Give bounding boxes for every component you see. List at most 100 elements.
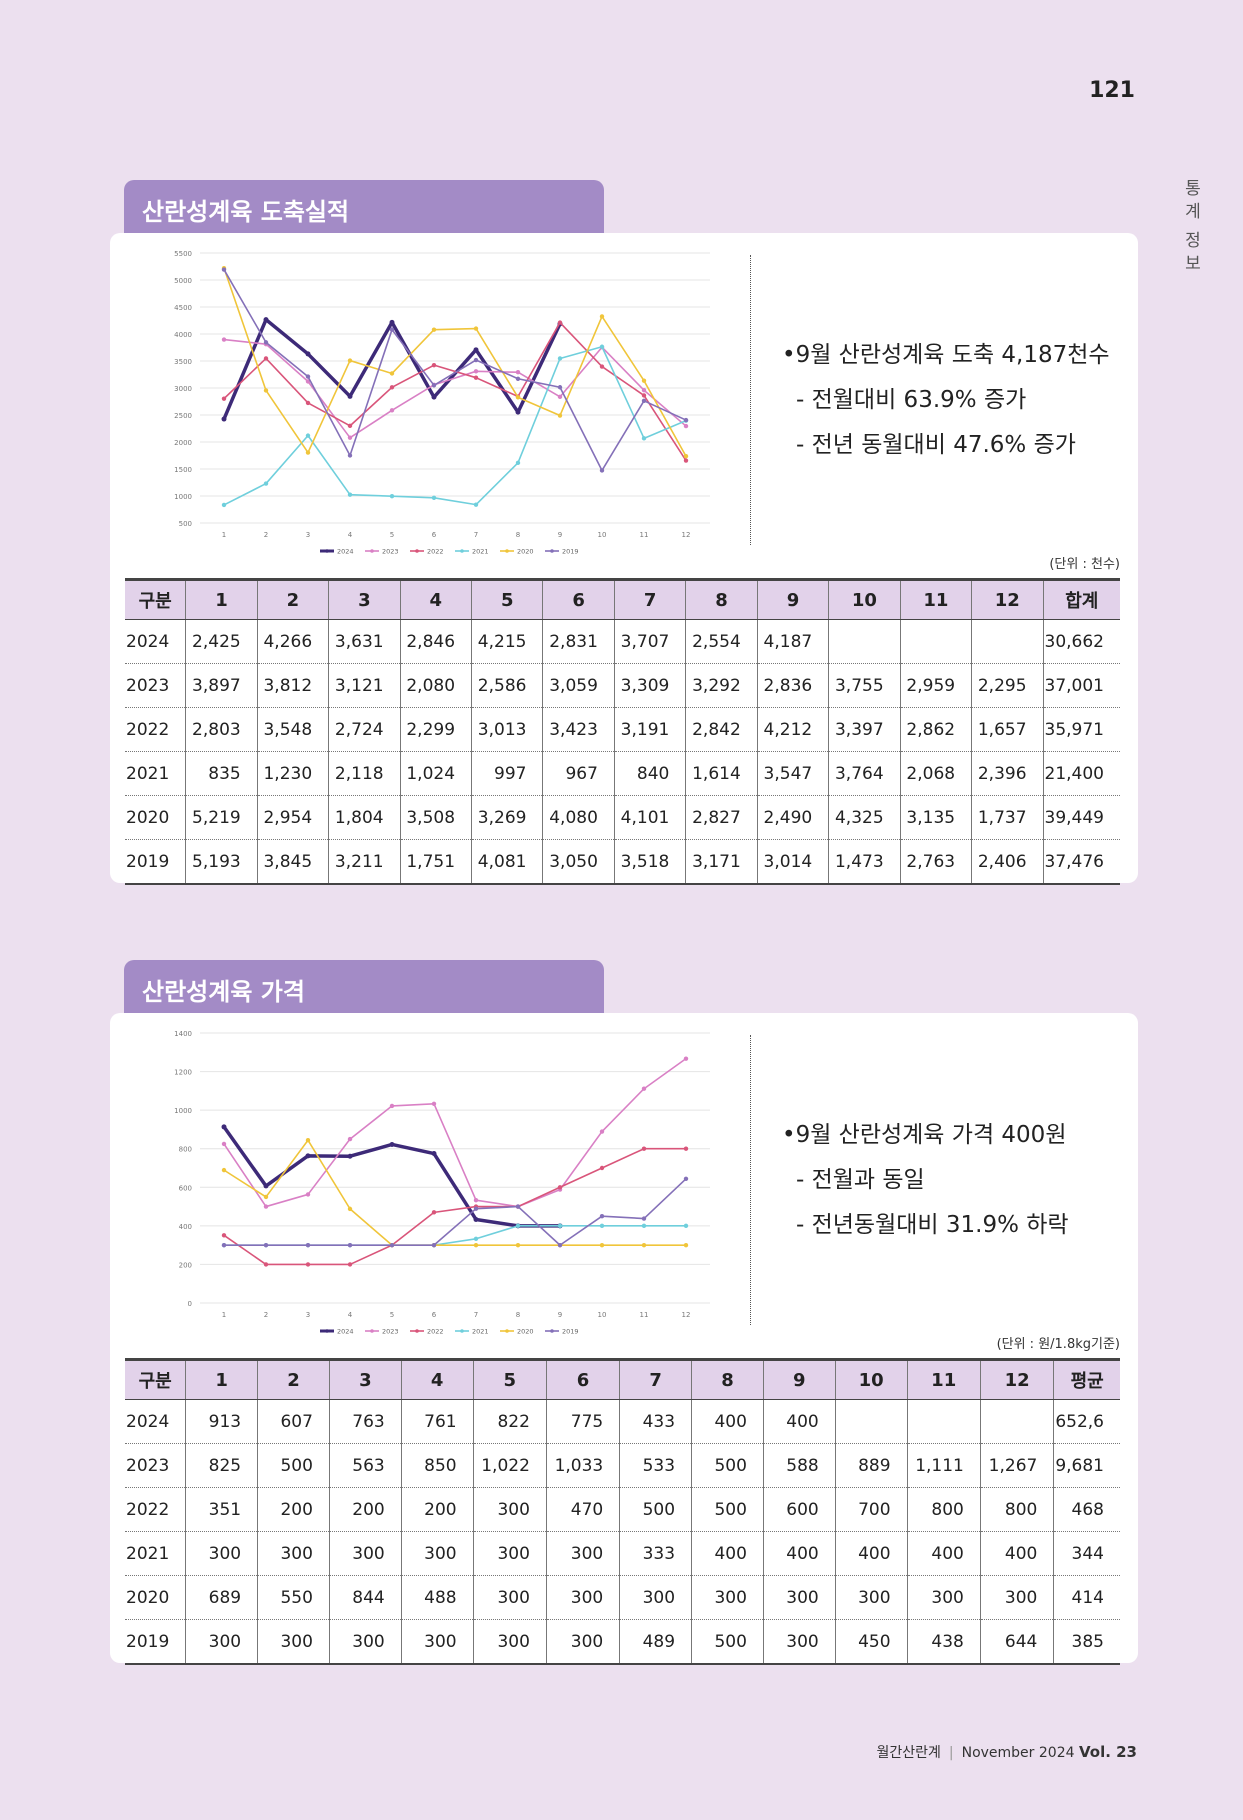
x-tick-label: 7 [474, 1311, 478, 1319]
table-cell: 3,191 [613, 707, 686, 752]
legend-marker [370, 549, 374, 553]
table-header: 6 [542, 578, 615, 620]
table-cell: 470 [545, 1487, 620, 1532]
data-point [431, 495, 437, 500]
data-point [641, 393, 647, 398]
table-cell: 400 [979, 1531, 1054, 1576]
table-cell: 300 [185, 1531, 258, 1576]
data-point [305, 351, 311, 357]
table-cell: 3,135 [899, 795, 972, 840]
y-tick-label: 1000 [174, 1107, 192, 1115]
summary-sub: - 전년동월대비 31.9% 하락 [796, 1212, 1069, 1238]
legend-marker [505, 1329, 509, 1333]
data-point [221, 502, 227, 508]
table-cell: 822 [472, 1399, 547, 1444]
x-tick-label: 1 [222, 531, 226, 539]
table-cell: 300 [257, 1531, 330, 1576]
table-header: 10 [834, 1358, 908, 1400]
table-cell: 300 [906, 1575, 981, 1620]
table-cell: 500 [691, 1619, 764, 1665]
legend-marker [505, 549, 509, 553]
table-cell: 3,059 [542, 663, 615, 708]
table-row: 2023 825 500 563 850 1,022 1,033 533 500 588 889 1,… [125, 1443, 1120, 1488]
y-tick-label: 5500 [174, 250, 192, 258]
table-header: 3 [328, 578, 401, 620]
data-point [515, 1242, 521, 1248]
table-cell: 39,449 [1042, 795, 1120, 840]
y-tick-label: 600 [179, 1184, 192, 1192]
data-point [221, 396, 227, 401]
data-point [347, 393, 353, 399]
data-point [641, 378, 647, 383]
row-year: 2021 [125, 751, 186, 796]
y-tick-label: 1000 [174, 493, 192, 501]
table-cell: 4,325 [828, 795, 901, 840]
table-cell: 600 [762, 1487, 836, 1532]
data-point [599, 1223, 605, 1229]
side-label-char: 보 [1185, 254, 1201, 274]
table-header: 2 [257, 1358, 330, 1400]
y-tick-label: 800 [179, 1146, 192, 1154]
data-point [683, 1242, 689, 1248]
x-tick-label: 10 [598, 1311, 607, 1319]
data-point [263, 1204, 269, 1209]
table-cell: 300 [472, 1575, 547, 1620]
table-cell: 4,266 [256, 619, 329, 664]
table-cell: 300 [400, 1531, 474, 1576]
table-cell: 1,751 [399, 839, 472, 885]
table-cell: 3,269 [471, 795, 543, 840]
table-cell: 300 [545, 1575, 620, 1620]
data-point [347, 1206, 353, 1212]
data-point [221, 1141, 227, 1147]
table-cell: 763 [328, 1399, 402, 1444]
data-point [431, 1101, 437, 1106]
table-cell: 3,707 [613, 619, 686, 664]
table-cell: 37,476 [1042, 839, 1120, 885]
summary-sub: - 전월과 동일 [796, 1167, 925, 1193]
table-cell: 4,081 [471, 839, 543, 885]
table-cell: 652,6 [1053, 1399, 1120, 1444]
table-cell: 2,763 [899, 839, 972, 885]
summary-text: •9월 산란성계육 가격 400원 - 전월과 동일 - 전년동월대비 31.9… [782, 1113, 1069, 1248]
legend-label: 2022 [427, 548, 444, 556]
table-cell: 489 [619, 1619, 692, 1665]
table-cell [971, 619, 1044, 664]
header-category: 구분 [125, 578, 186, 620]
unit-note: (단위 : 천수) [1049, 557, 1120, 572]
data-table: 구분 1 2 3 4 5 6 7 8 9 10 11 12 평균 2024 913 607 763 761 822 7… [125, 1358, 1120, 1665]
footer-magazine: 월간산란계 [876, 1745, 941, 1761]
data-point [347, 492, 353, 497]
table-cell: 607 [257, 1399, 330, 1444]
table-cell: 488 [400, 1575, 474, 1620]
divider [750, 1035, 751, 1325]
table-cell: 500 [619, 1487, 692, 1532]
table-cell: 4,215 [471, 619, 543, 664]
data-point [473, 1206, 479, 1211]
section-card: 0 200 400 600 800 1000 1200 1400 1 2 3 4 5 6 7 8 9 10 11 12… [110, 1013, 1138, 1665]
table-cell: 2,724 [328, 707, 401, 752]
table-cell: 2,299 [399, 707, 472, 752]
data-point [263, 388, 269, 393]
table-header: 1 [185, 578, 258, 620]
table-header: 9 [756, 578, 829, 620]
table-cell: 4,080 [542, 795, 615, 840]
data-point [599, 1242, 605, 1248]
table-cell: 37,001 [1042, 663, 1120, 708]
data-point [683, 1056, 689, 1061]
table-cell: 438 [906, 1619, 981, 1665]
data-point [683, 1146, 689, 1151]
summary-sub: - 전년 동월대비 47.6% 증가 [796, 432, 1076, 458]
data-point [431, 1210, 437, 1215]
table-cell: 300 [545, 1619, 620, 1665]
series-line-2021 [223, 345, 687, 506]
data-point [431, 327, 437, 332]
data-point [683, 454, 689, 459]
row-year: 2022 [125, 707, 186, 752]
data-point [473, 1236, 479, 1241]
table-cell: 300 [328, 1619, 402, 1665]
table-cell: 550 [257, 1575, 330, 1620]
table-cell: 2,068 [899, 751, 972, 796]
x-tick-label: 6 [432, 1311, 437, 1319]
x-tick-label: 9 [558, 531, 562, 539]
table-cell: 1,473 [828, 839, 901, 885]
